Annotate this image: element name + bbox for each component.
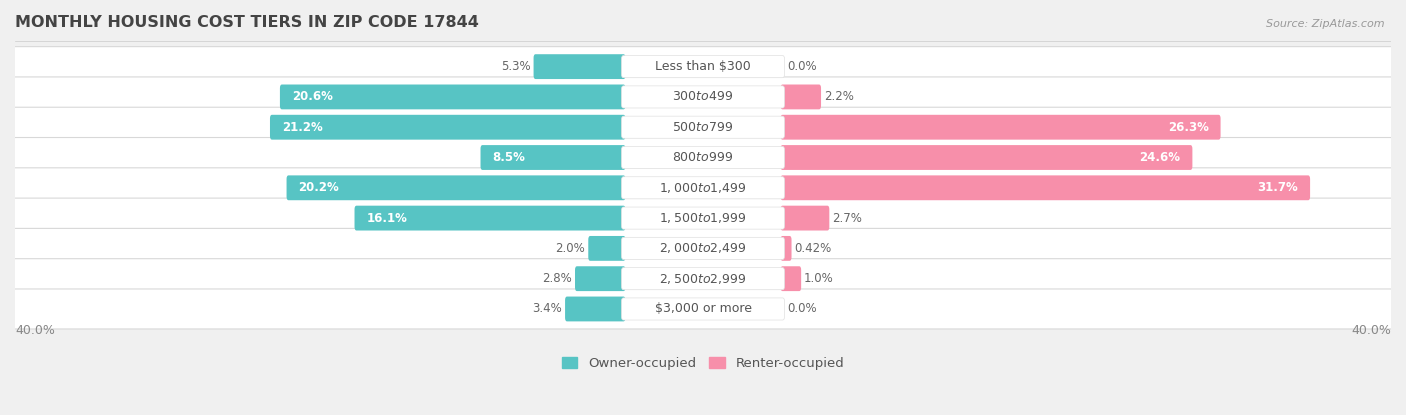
- FancyBboxPatch shape: [11, 77, 1395, 117]
- FancyBboxPatch shape: [11, 46, 1395, 87]
- Text: 0.0%: 0.0%: [787, 303, 817, 315]
- Text: 2.7%: 2.7%: [832, 212, 862, 225]
- FancyBboxPatch shape: [481, 145, 626, 170]
- FancyBboxPatch shape: [588, 236, 626, 261]
- FancyBboxPatch shape: [621, 86, 785, 108]
- FancyBboxPatch shape: [780, 206, 830, 230]
- FancyBboxPatch shape: [621, 207, 785, 229]
- FancyBboxPatch shape: [621, 237, 785, 259]
- FancyBboxPatch shape: [11, 137, 1395, 178]
- FancyBboxPatch shape: [780, 236, 792, 261]
- FancyBboxPatch shape: [780, 115, 1220, 139]
- Text: 0.42%: 0.42%: [794, 242, 832, 255]
- FancyBboxPatch shape: [621, 56, 785, 78]
- FancyBboxPatch shape: [780, 145, 1192, 170]
- Text: $300 to $499: $300 to $499: [672, 90, 734, 103]
- FancyBboxPatch shape: [621, 116, 785, 138]
- Legend: Owner-occupied, Renter-occupied: Owner-occupied, Renter-occupied: [557, 352, 849, 375]
- Text: 8.5%: 8.5%: [492, 151, 526, 164]
- FancyBboxPatch shape: [11, 289, 1395, 329]
- FancyBboxPatch shape: [780, 176, 1310, 200]
- FancyBboxPatch shape: [533, 54, 626, 79]
- FancyBboxPatch shape: [11, 107, 1395, 147]
- Text: 3.4%: 3.4%: [533, 303, 562, 315]
- Text: MONTHLY HOUSING COST TIERS IN ZIP CODE 17844: MONTHLY HOUSING COST TIERS IN ZIP CODE 1…: [15, 15, 479, 30]
- Text: $1,500 to $1,999: $1,500 to $1,999: [659, 211, 747, 225]
- FancyBboxPatch shape: [11, 259, 1395, 299]
- Text: 1.0%: 1.0%: [804, 272, 834, 285]
- Text: 26.3%: 26.3%: [1168, 121, 1209, 134]
- Text: Source: ZipAtlas.com: Source: ZipAtlas.com: [1267, 19, 1385, 29]
- Text: 20.2%: 20.2%: [298, 181, 339, 194]
- Text: $2,500 to $2,999: $2,500 to $2,999: [659, 272, 747, 286]
- Text: $1,000 to $1,499: $1,000 to $1,499: [659, 181, 747, 195]
- Text: 40.0%: 40.0%: [15, 324, 55, 337]
- Text: 40.0%: 40.0%: [1351, 324, 1391, 337]
- Text: 21.2%: 21.2%: [283, 121, 322, 134]
- FancyBboxPatch shape: [354, 206, 626, 230]
- Text: 0.0%: 0.0%: [787, 60, 817, 73]
- Text: 2.2%: 2.2%: [824, 90, 853, 103]
- Text: 31.7%: 31.7%: [1257, 181, 1298, 194]
- FancyBboxPatch shape: [621, 146, 785, 168]
- FancyBboxPatch shape: [287, 176, 626, 200]
- FancyBboxPatch shape: [270, 115, 626, 139]
- Text: 2.0%: 2.0%: [555, 242, 585, 255]
- Text: 24.6%: 24.6%: [1139, 151, 1181, 164]
- FancyBboxPatch shape: [11, 168, 1395, 208]
- FancyBboxPatch shape: [11, 198, 1395, 238]
- Text: Less than $300: Less than $300: [655, 60, 751, 73]
- FancyBboxPatch shape: [780, 85, 821, 109]
- Text: $3,000 or more: $3,000 or more: [655, 303, 751, 315]
- FancyBboxPatch shape: [780, 266, 801, 291]
- FancyBboxPatch shape: [621, 268, 785, 290]
- Text: 20.6%: 20.6%: [292, 90, 333, 103]
- Text: 16.1%: 16.1%: [367, 212, 408, 225]
- FancyBboxPatch shape: [280, 85, 626, 109]
- FancyBboxPatch shape: [621, 177, 785, 199]
- FancyBboxPatch shape: [621, 298, 785, 320]
- Text: 2.8%: 2.8%: [543, 272, 572, 285]
- FancyBboxPatch shape: [565, 297, 626, 321]
- FancyBboxPatch shape: [575, 266, 626, 291]
- Text: 5.3%: 5.3%: [501, 60, 530, 73]
- FancyBboxPatch shape: [11, 228, 1395, 269]
- Text: $500 to $799: $500 to $799: [672, 121, 734, 134]
- Text: $2,000 to $2,499: $2,000 to $2,499: [659, 242, 747, 255]
- Text: $800 to $999: $800 to $999: [672, 151, 734, 164]
